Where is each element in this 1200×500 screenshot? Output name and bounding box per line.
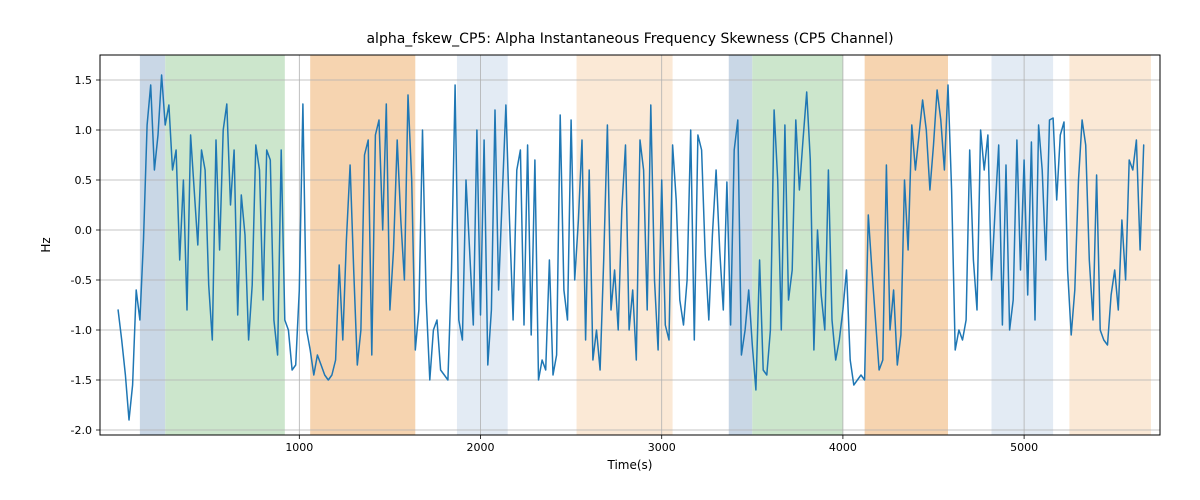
y-tick-label: -1.5	[71, 374, 92, 387]
y-axis-label: Hz	[39, 237, 53, 252]
y-tick-label: -1.0	[71, 324, 92, 337]
chart-container: 1000 2000 3000 4000 5000 -2.0 -1.5 -1.0 -0.5 0.0…	[0, 0, 1200, 500]
y-tick-label: 1.5	[75, 74, 93, 87]
y-tick-label: 1.0	[75, 124, 93, 137]
x-tick-label: 1000	[285, 441, 313, 454]
x-axis-label: Time(s)	[607, 458, 653, 472]
x-tick-label: 4000	[829, 441, 857, 454]
y-tick-label: -0.5	[71, 274, 92, 287]
x-tick-label: 5000	[1010, 441, 1038, 454]
y-axis-ticks: -2.0 -1.5 -1.0 -0.5 0.0 0.5 1.0 1.5	[71, 74, 100, 437]
x-axis-ticks: 1000 2000 3000 4000 5000	[285, 435, 1038, 454]
y-tick-label: 0.5	[75, 174, 93, 187]
x-tick-label: 3000	[648, 441, 676, 454]
shaded-region	[1069, 55, 1151, 435]
y-tick-label: 0.0	[75, 224, 93, 237]
x-tick-label: 2000	[467, 441, 495, 454]
chart-title: alpha_fskew_CP5: Alpha Instantaneous Fre…	[366, 31, 893, 47]
chart-svg: 1000 2000 3000 4000 5000 -2.0 -1.5 -1.0 -0.5 0.0…	[0, 0, 1200, 500]
y-tick-label: -2.0	[71, 424, 92, 437]
shaded-region	[752, 55, 843, 435]
